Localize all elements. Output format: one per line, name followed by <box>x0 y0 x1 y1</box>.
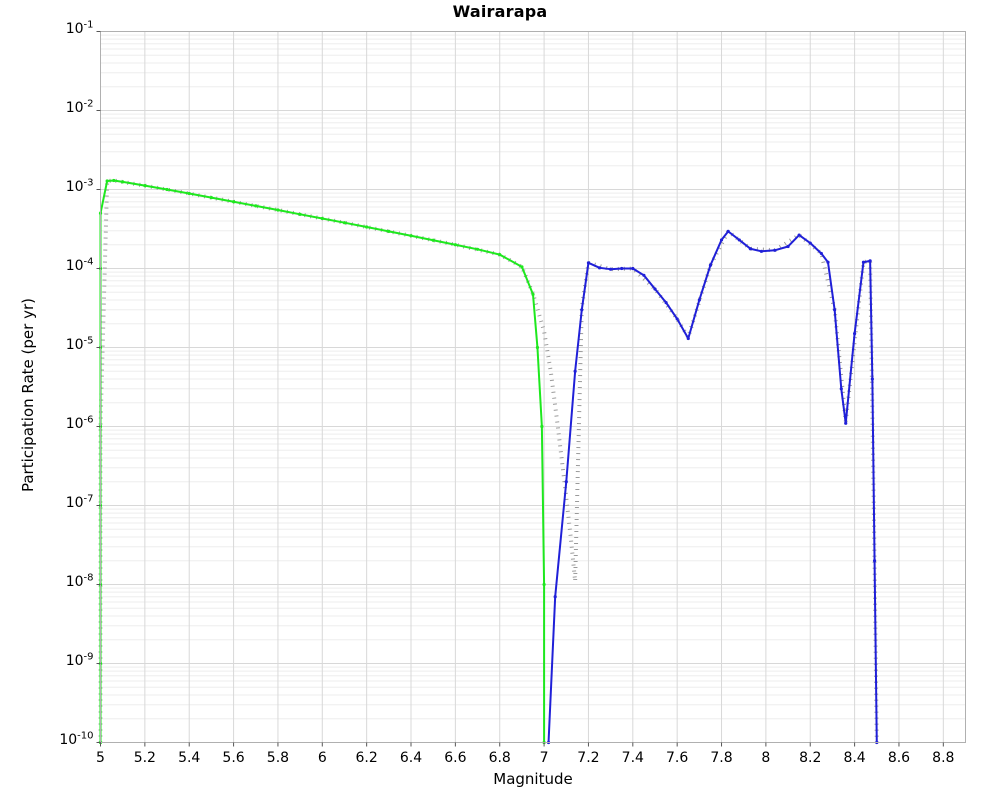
x-tick-label: 8 <box>761 749 771 766</box>
y-tick-label: 10-6 <box>65 413 94 432</box>
x-tick-label: 7.8 <box>710 749 733 766</box>
y-tick-label: 10-9 <box>65 650 94 669</box>
x-tick-label: 7.2 <box>577 749 600 766</box>
x-tick-label: 7.4 <box>621 749 644 766</box>
x-axis-label: Magnitude <box>493 770 573 788</box>
x-tick-label: 6.6 <box>444 749 467 766</box>
x-tick-label: 6 <box>317 749 327 766</box>
x-tick-label: 5.6 <box>222 749 245 766</box>
series-fault-sources <box>547 230 878 744</box>
markers-distributed-seismicity <box>98 178 546 745</box>
y-tick-label: 10-8 <box>65 571 94 590</box>
markers-fault-sources <box>546 229 879 745</box>
series-layer <box>98 178 879 745</box>
x-tick-label: 5 <box>96 749 105 766</box>
x-tick-label: 8.2 <box>799 749 822 766</box>
y-tick-label: 10-4 <box>65 255 94 274</box>
x-tick-label: 8.4 <box>843 749 866 766</box>
y-tick-label: 10-7 <box>65 492 94 511</box>
y-tick-label: 10-2 <box>65 97 94 116</box>
y-tick-label: 10-5 <box>65 334 94 353</box>
x-tick-label: 6.4 <box>399 749 423 766</box>
x-tick-label: 5.2 <box>133 749 156 766</box>
x-tick-label: 5.8 <box>266 749 290 766</box>
minor-gridlines <box>100 34 966 720</box>
x-tick-label: 6.8 <box>488 749 511 766</box>
y-tick-label: 10-3 <box>65 176 94 195</box>
x-tick-label: 7 <box>539 749 549 766</box>
major-gridlines <box>100 31 966 743</box>
y-tick-label: 10-10 <box>59 729 94 748</box>
x-tick-label: 6.2 <box>355 749 378 766</box>
x-tick-label: 8.6 <box>887 749 911 766</box>
chart-title: Wairarapa <box>452 2 548 21</box>
tick-marks <box>96 31 944 747</box>
series-total-rate <box>98 178 879 743</box>
x-tick-label: 5.4 <box>178 749 201 766</box>
x-tick-label: 8.8 <box>932 749 955 766</box>
x-tick-label: 7.6 <box>666 749 689 766</box>
plot-frame <box>100 31 966 743</box>
y-tick-label: 10-1 <box>65 18 94 37</box>
